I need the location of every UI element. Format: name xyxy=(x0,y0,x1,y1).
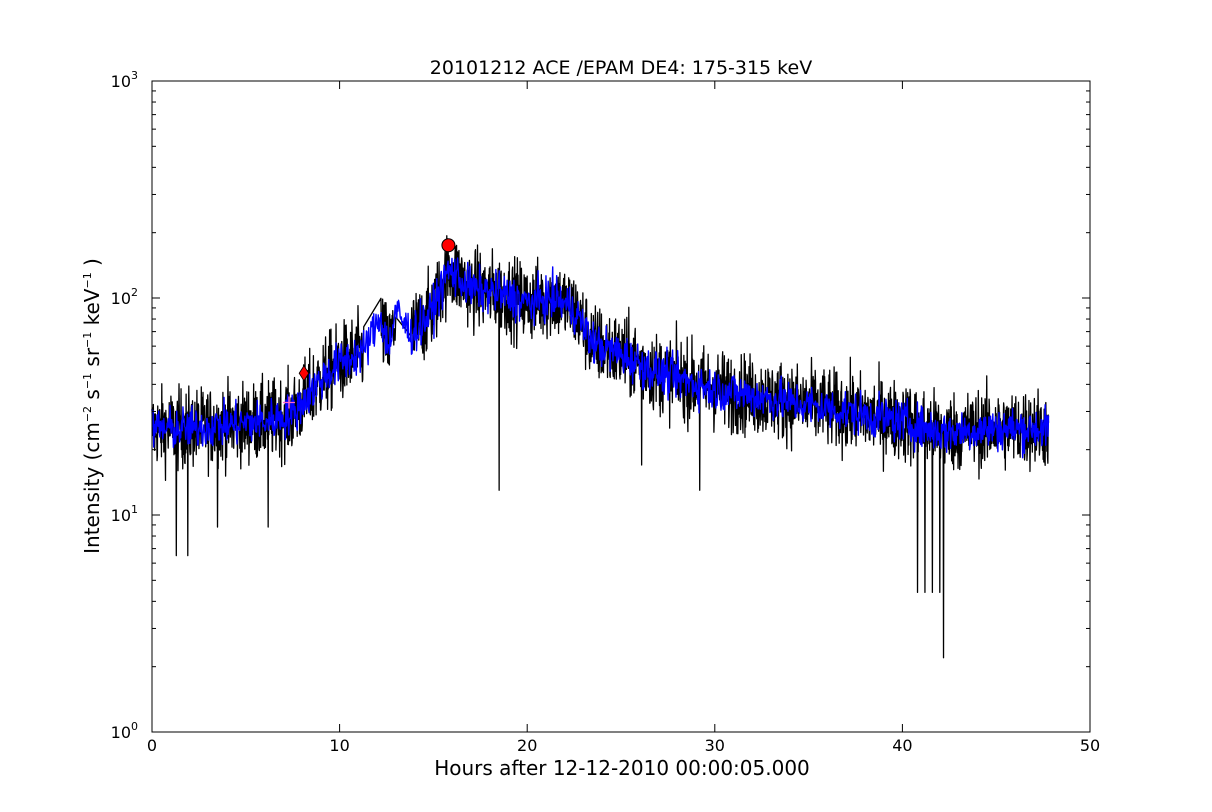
y-tick-label: 103 xyxy=(111,69,138,91)
x-tick-labels: 0 10 20 30 40 50 xyxy=(147,736,1100,755)
series-line-smoothed xyxy=(151,257,1050,459)
peak-marker-circle xyxy=(441,238,456,253)
x-tick-label: 30 xyxy=(705,736,725,755)
x-tick-label: 40 xyxy=(892,736,912,755)
plot-area-frame xyxy=(151,80,1091,733)
series-line-raw-noisy xyxy=(151,235,1050,659)
x-tick-label: 20 xyxy=(517,736,537,755)
x-tick-label: 10 xyxy=(329,736,349,755)
y-tick-labels: 100 101 102 103 xyxy=(111,69,138,742)
x-tick-label: 0 xyxy=(147,736,157,755)
marker-plus xyxy=(282,396,295,409)
plot-data-layer xyxy=(151,235,1050,659)
x-tick-label: 50 xyxy=(1080,736,1100,755)
onset-marker-diamond xyxy=(298,365,310,382)
y-axis-label: Intensity (cm−2 s−1 sr−1 keV−1 ) xyxy=(80,258,104,554)
y-tick-label: 102 xyxy=(111,286,138,308)
chart-title: 20101212 ACE /EPAM DE4: 175-315 keV xyxy=(430,57,812,79)
x-axis-label: Hours after 12-12-2010 00:00:05.000 xyxy=(434,756,810,780)
y-tick-label: 101 xyxy=(111,503,138,525)
y-tick-label: 100 xyxy=(111,720,138,742)
